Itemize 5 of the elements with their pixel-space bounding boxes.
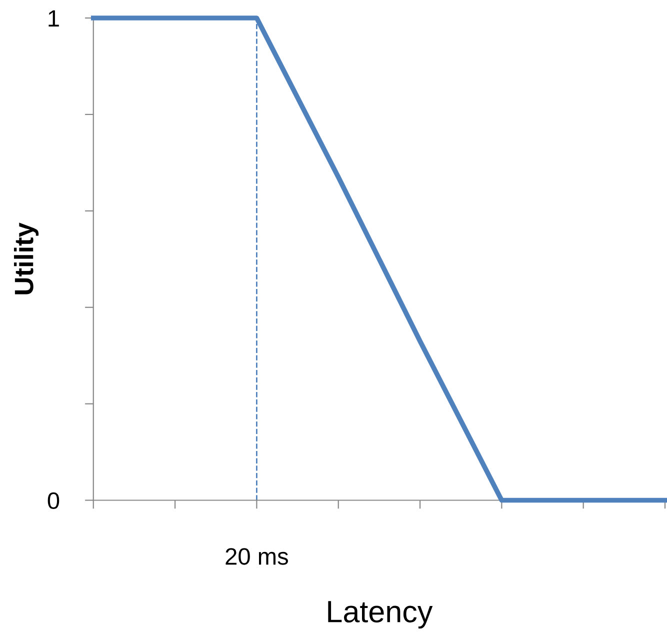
x-tick-label: 20 ms bbox=[226, 548, 288, 565]
x-axis-title: Latency bbox=[328, 601, 433, 629]
y-axis-title: Utility bbox=[14, 222, 39, 294]
y-tick-label: 1 bbox=[48, 10, 59, 27]
y-tick-label: 0 bbox=[48, 492, 60, 510]
